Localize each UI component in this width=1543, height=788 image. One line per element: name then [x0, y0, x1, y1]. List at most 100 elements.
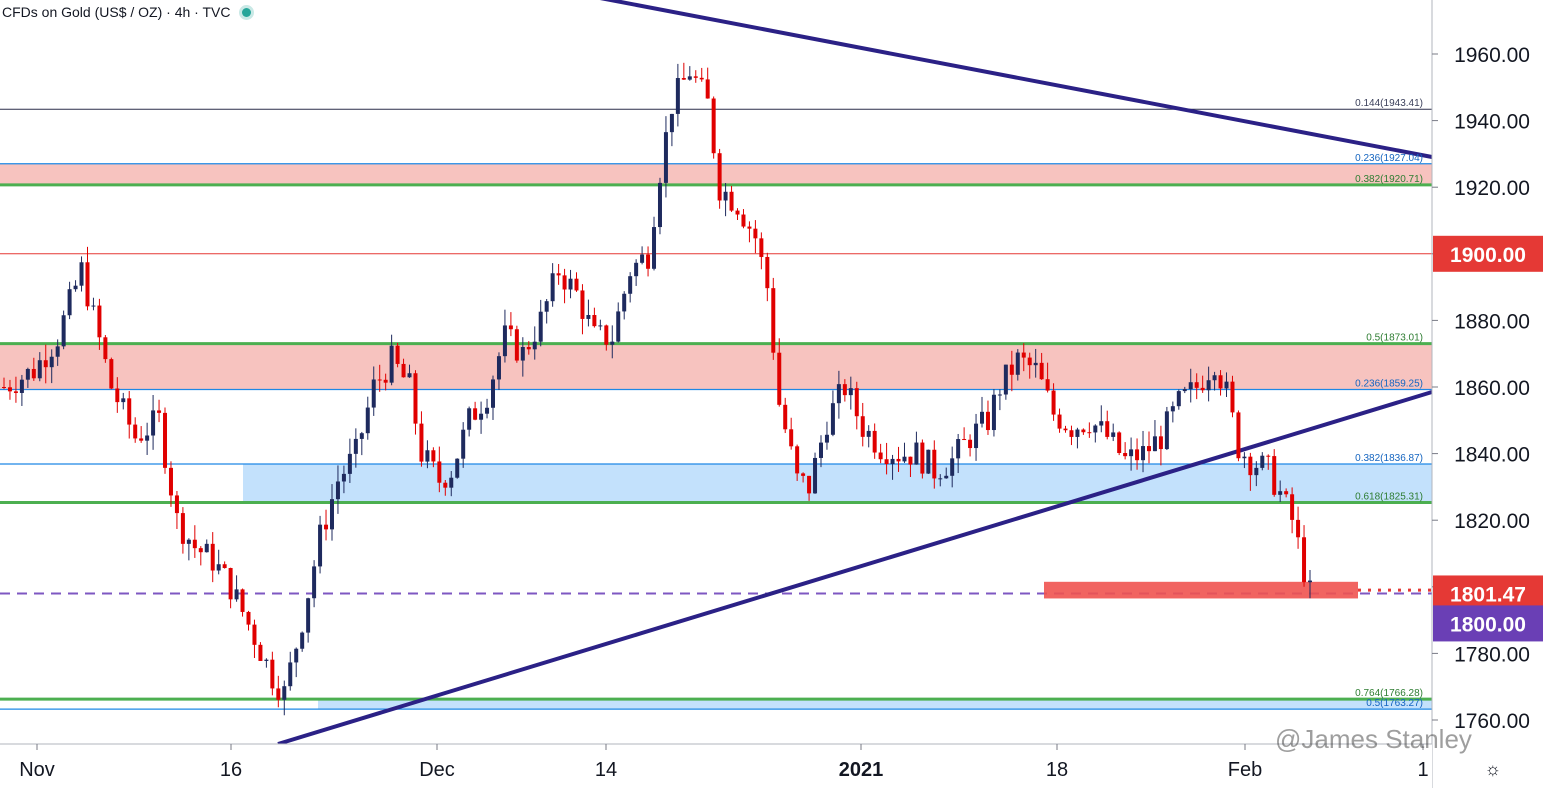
candle-body — [520, 346, 525, 361]
x-tick-label: 14 — [595, 759, 617, 781]
candle-body — [401, 363, 406, 378]
gear-icon[interactable]: ☼ — [1484, 759, 1502, 779]
candle-body — [1057, 414, 1062, 429]
candle-body — [556, 273, 561, 276]
candle-body — [341, 473, 346, 482]
candle-body — [646, 254, 651, 269]
candle-body — [717, 153, 722, 201]
candle-body — [300, 632, 305, 649]
candle-body — [437, 461, 442, 483]
candle-body — [168, 467, 173, 496]
symbol-title: CFDs on Gold (US$ / OZ) · 4h · TVC — [2, 4, 231, 20]
candle-body — [675, 78, 680, 114]
y-tick-label: 1860.00 — [1454, 377, 1530, 400]
x-tick-label: Dec — [419, 759, 455, 781]
zone-lower — [243, 464, 1432, 503]
candle-body — [568, 278, 573, 290]
candle-body — [1158, 436, 1163, 450]
candle-body — [813, 457, 818, 494]
zone-bottom — [318, 699, 1432, 710]
candle-body — [246, 611, 251, 625]
candle-body — [1075, 429, 1080, 437]
candle-body — [133, 424, 138, 439]
y-tick-label: 1960.00 — [1454, 44, 1530, 67]
candle-body — [49, 356, 54, 368]
candle-body — [1308, 580, 1312, 583]
candle-body — [711, 98, 716, 154]
candle-body — [598, 325, 603, 327]
candle-body — [1129, 449, 1134, 457]
candle-body — [389, 345, 394, 383]
candle-body — [765, 256, 770, 289]
candle-body — [37, 360, 42, 379]
price-badge-label-0: 1900.00 — [1450, 244, 1526, 267]
candle-body — [1284, 491, 1289, 495]
candle-body — [926, 449, 931, 474]
candle-body — [836, 384, 841, 404]
candles — [2, 62, 1312, 716]
candle-body — [741, 214, 746, 227]
candle-body — [514, 329, 519, 361]
candle-body — [1117, 432, 1122, 454]
x-tick-label: 2021 — [839, 759, 884, 781]
zone-middle — [0, 343, 1432, 390]
candle-body — [1260, 455, 1265, 468]
candle-body — [538, 311, 543, 342]
y-tick-label: 1920.00 — [1454, 177, 1530, 200]
candle-body — [991, 394, 996, 431]
candle-body — [461, 429, 466, 459]
candle-body — [574, 278, 579, 291]
candle-body — [121, 398, 126, 403]
candle-body — [324, 524, 329, 530]
candle-body — [1170, 406, 1175, 412]
candle-body — [335, 481, 340, 500]
candle-body — [258, 644, 263, 661]
candle-body — [103, 337, 108, 360]
descending-trendline — [599, 0, 1433, 159]
candle-body — [1135, 449, 1140, 461]
fib-label-6: 0.618(1825.31) — [1355, 492, 1423, 503]
candle-body — [1045, 379, 1050, 391]
candle-body — [1206, 380, 1211, 391]
candle-body — [1093, 425, 1098, 433]
candle-body — [1039, 362, 1044, 380]
candle-body — [198, 548, 203, 553]
candle-body — [592, 315, 597, 327]
candle-body — [640, 254, 645, 263]
candle-body — [878, 452, 883, 460]
candle-body — [377, 379, 382, 381]
candle-body — [252, 624, 257, 645]
candle-body — [115, 388, 120, 403]
candle-body — [13, 391, 18, 393]
candle-body — [622, 293, 627, 312]
candle-body — [55, 346, 60, 357]
candle-body — [174, 495, 179, 514]
candle-body — [502, 325, 507, 357]
candle-body — [145, 435, 150, 441]
candle-body — [938, 478, 943, 480]
candle-body — [270, 659, 275, 689]
y-tick-label: 1840.00 — [1454, 444, 1530, 467]
candle-body — [276, 688, 281, 700]
candle-body — [1182, 389, 1187, 392]
fib-label-2: 0.382(1920.71) — [1355, 174, 1423, 185]
candle-body — [980, 411, 985, 424]
candle-body — [526, 346, 531, 350]
candle-body — [920, 442, 925, 474]
candle-body — [1212, 375, 1217, 381]
candle-body — [824, 434, 829, 443]
x-tick-label: 16 — [220, 759, 242, 781]
candle-body — [67, 289, 72, 316]
candle-body — [61, 315, 66, 347]
y-tick-label: 1780.00 — [1454, 643, 1530, 666]
candle-body — [97, 305, 102, 338]
candle-body — [902, 456, 907, 462]
candle-body — [347, 453, 352, 474]
candle-body — [491, 379, 496, 408]
candle-body — [1051, 390, 1056, 415]
y-tick-label: 1760.00 — [1454, 710, 1530, 733]
candle-body — [1236, 412, 1241, 459]
candle-body — [1290, 494, 1295, 520]
candle-body — [1224, 381, 1229, 389]
